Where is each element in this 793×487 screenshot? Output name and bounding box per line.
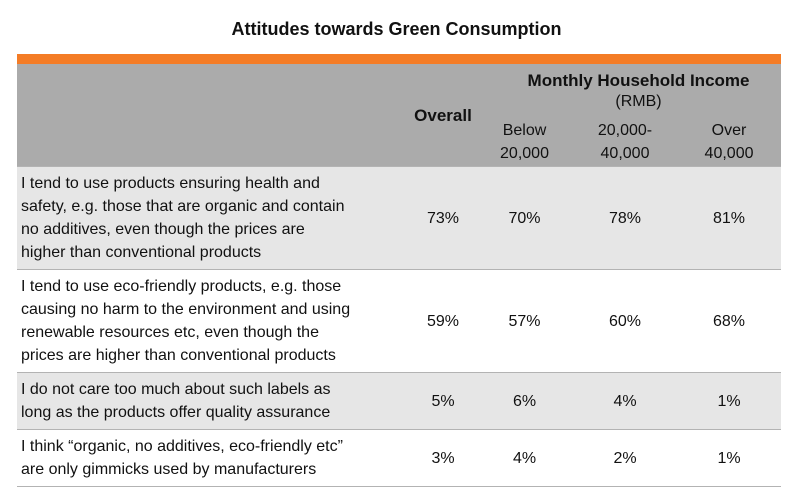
income-group-unit: (RMB) [615, 93, 662, 110]
statement-cell: I do not care too much about such labels… [17, 372, 396, 430]
value-cell-20000-40000: 2% [573, 429, 677, 487]
value-cell-over-40000: 81% [677, 166, 782, 270]
column-header-line: 40,000 [704, 145, 754, 162]
value-cell-overall: 59% [396, 269, 476, 373]
income-group-header: Monthly Household Income (RMB) [476, 64, 782, 119]
income-group-title: Monthly Household Income [527, 71, 750, 90]
value-cell-below-20000: 57% [476, 269, 573, 373]
value-cell-20000-40000: 60% [573, 269, 677, 373]
column-header-line: 40,000 [600, 145, 650, 162]
statement-line: I think “organic, no additives, eco-frie… [21, 438, 343, 455]
statement-line: higher than conventional products [21, 244, 262, 261]
value-cell-overall: 3% [396, 429, 476, 487]
chart-title: Attitudes towards Green Consumption [231, 19, 562, 39]
value-cell-over-40000: 1% [677, 429, 782, 487]
column-header-line: Below [502, 122, 547, 139]
value-cell-overall: 73% [396, 166, 476, 270]
statement-line: long as the products offer quality assur… [21, 404, 331, 421]
column-header-line: 20,000 [500, 145, 549, 162]
column-header-over-40000: Over 40,000 [677, 119, 782, 167]
table-row: I tend to use products ensuring health a… [17, 166, 782, 270]
accent-bar [17, 54, 781, 64]
statement-line: renewable resources etc, even though the [21, 324, 319, 341]
value-cell-20000-40000: 78% [573, 166, 677, 270]
statement-cell: I tend to use products ensuring health a… [17, 166, 396, 270]
value-cell-20000-40000: 4% [573, 372, 677, 430]
table-row: I do not care too much about such labels… [17, 372, 782, 430]
value-cell-below-20000: 70% [476, 166, 573, 270]
statement-line: no additives, even though the prices are [21, 221, 305, 238]
column-header-20000-40000: 20,000- 40,000 [573, 119, 677, 167]
value-cell-below-20000: 4% [476, 429, 573, 487]
value-cell-overall: 5% [396, 372, 476, 430]
table-row: I think “organic, no additives, eco-frie… [17, 429, 782, 487]
statement-line: safety, e.g. those that are organic and … [21, 198, 345, 215]
value-cell-over-40000: 1% [677, 372, 782, 430]
column-header-below-20000: Below 20,000 [476, 119, 573, 167]
statement-line: causing no harm to the environment and u… [21, 301, 351, 318]
value-cell-over-40000: 68% [677, 269, 782, 373]
statement-cell: I tend to use eco-friendly products, e.g… [17, 269, 396, 373]
column-header-overall: Overall [396, 64, 476, 167]
statement-header-cell [17, 64, 396, 167]
statement-line: I do not care too much about such labels… [21, 381, 331, 398]
statement-line: are only gimmicks used by manufacturers [21, 461, 317, 478]
attitudes-table: Overall Monthly Household Income (RMB) B… [17, 64, 782, 487]
column-header-line: Over [711, 122, 747, 139]
column-header-line: 20,000- [597, 122, 653, 139]
table-row: I tend to use eco-friendly products, e.g… [17, 269, 782, 373]
value-cell-below-20000: 6% [476, 372, 573, 430]
statement-cell: I think “organic, no additives, eco-frie… [17, 429, 396, 487]
statement-line: I tend to use products ensuring health a… [21, 175, 320, 192]
statement-line: I tend to use eco-friendly products, e.g… [21, 278, 342, 295]
statement-line: prices are higher than conventional prod… [21, 347, 336, 364]
